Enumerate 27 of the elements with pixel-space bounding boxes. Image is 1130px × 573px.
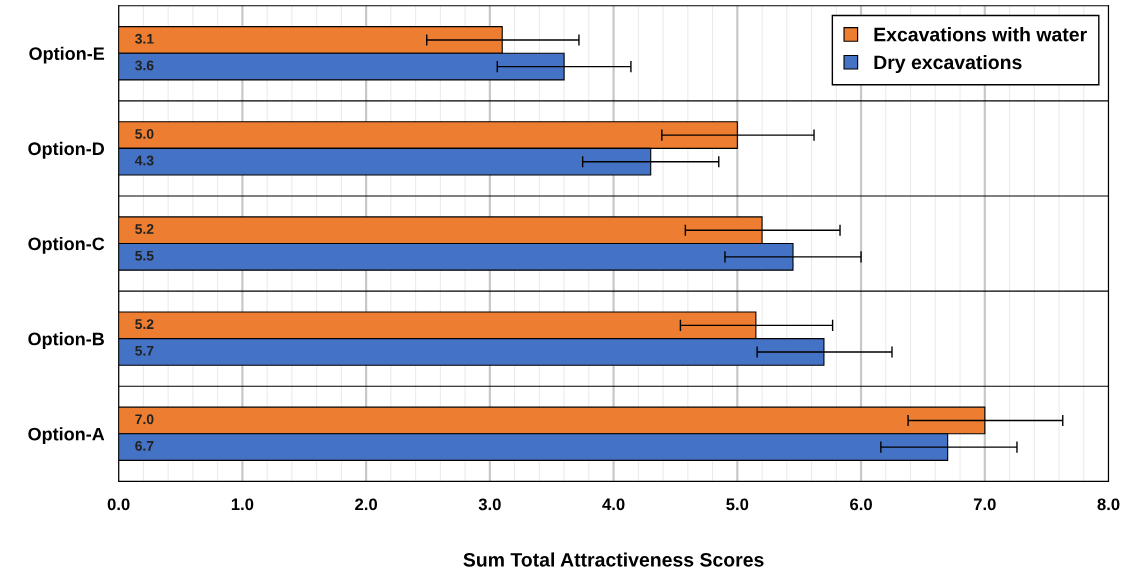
- data-label: 5.2: [135, 319, 154, 330]
- y-tick-label: Option-D: [28, 141, 105, 159]
- data-label: 7.0: [135, 414, 154, 425]
- data-label: 5.7: [135, 346, 154, 356]
- y-tick-label: Option-B: [28, 332, 104, 349]
- data-label: 5.0: [135, 128, 154, 139]
- x-tick-label: 1.0: [231, 498, 254, 511]
- data-label: 5.2: [135, 224, 154, 234]
- x-tick-label: 0.0: [107, 498, 130, 511]
- legend-label: Excavations with water: [874, 27, 1087, 42]
- data-label: 4.3: [134, 155, 154, 166]
- x-axis-title: Sum Total Attractiveness Scores: [463, 552, 764, 567]
- y-tick-label: Option-A: [28, 427, 105, 445]
- x-tick-label: 7.0: [973, 498, 996, 511]
- x-tick-label: 8.0: [1097, 498, 1120, 511]
- y-tick-label: Option-E: [29, 46, 105, 64]
- data-label: 6.7: [135, 440, 154, 451]
- data-label: 3.1: [135, 33, 154, 44]
- x-tick-label: 2.0: [355, 498, 378, 511]
- x-tick-label: 6.0: [850, 498, 872, 511]
- legend-label: Dry excavations: [874, 54, 1022, 74]
- x-tick-label: 5.0: [726, 498, 749, 511]
- y-tick-label: Option-C: [28, 236, 105, 254]
- x-tick-label: 4.0: [602, 498, 625, 511]
- data-label: 3.6: [135, 60, 154, 71]
- x-tick-label: 3.0: [478, 498, 501, 511]
- data-label: 5.5: [135, 250, 154, 261]
